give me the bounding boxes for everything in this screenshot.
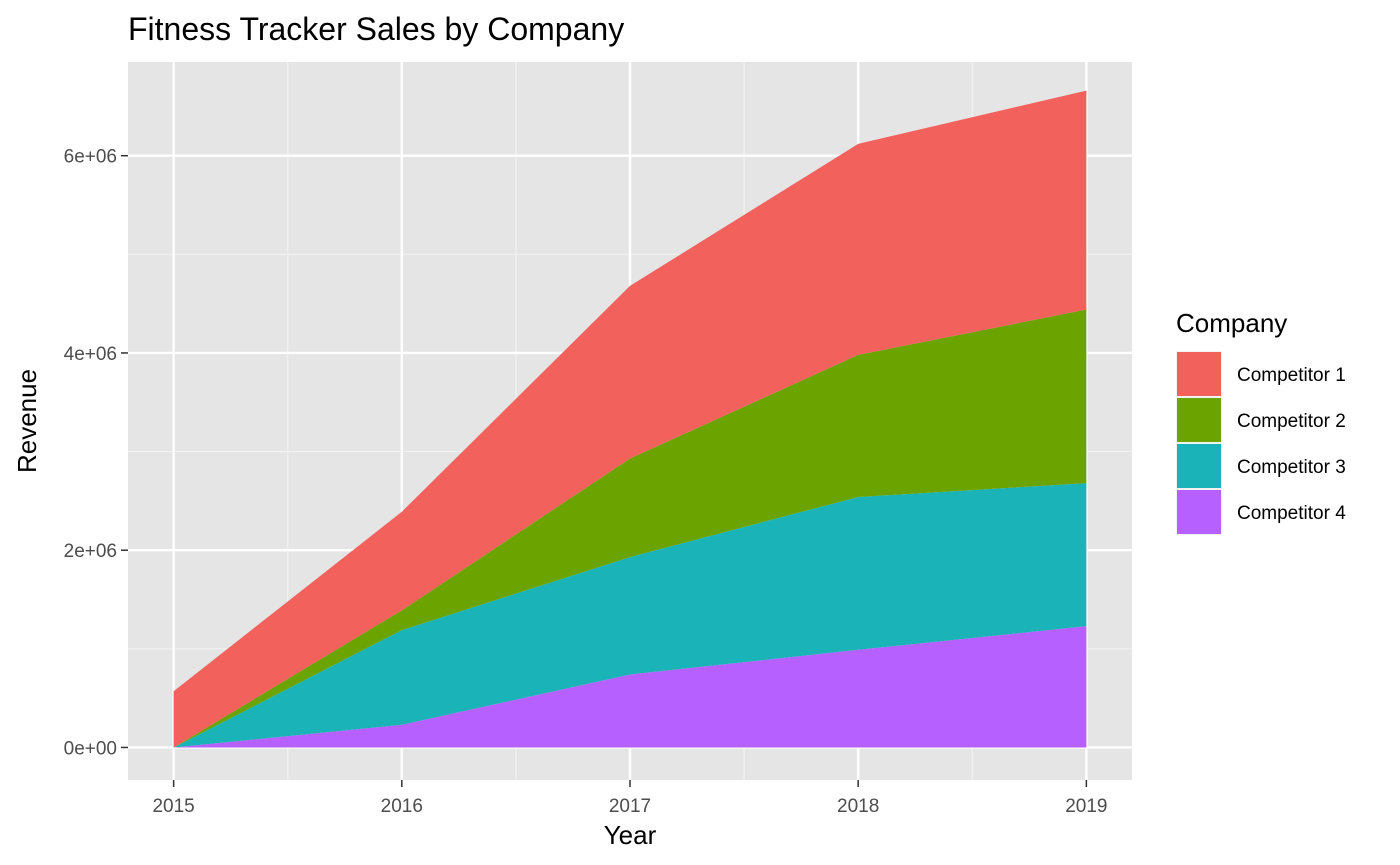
area-competitor-2 (173, 309, 1087, 748)
y-tick-label: 0e+00 (64, 738, 117, 759)
legend-swatch-competitor-1 (1177, 352, 1221, 396)
y-tick-label: 4e+06 (64, 344, 117, 365)
area-series-group (173, 90, 1087, 748)
legend-label-competitor-3: Competitor 3 (1237, 457, 1346, 478)
legend-label-competitor-2: Competitor 2 (1237, 411, 1346, 432)
x-tick-label: 2015 (152, 796, 194, 817)
y-axis-ticks: 0e+00 2e+06 4e+06 6e+06 (64, 147, 128, 759)
x-tick-label: 2016 (381, 796, 423, 817)
legend-label-competitor-1: Competitor 1 (1237, 365, 1346, 386)
x-tick-label: 2017 (609, 796, 651, 817)
x-axis-title: Year (604, 820, 657, 850)
y-tick-label: 6e+06 (64, 147, 117, 168)
x-tick-label: 2018 (837, 796, 879, 817)
chart-title: Fitness Tracker Sales by Company (128, 11, 624, 47)
x-tick-label: 2019 (1065, 796, 1107, 817)
legend-items: Competitor 1 Competitor 2 Competitor 3 Comp… (1176, 351, 1346, 535)
area-competitor-4 (173, 626, 1087, 748)
legend-swatch-competitor-2 (1177, 398, 1221, 442)
x-axis-ticks: 2015 2016 2017 2018 2019 (152, 780, 1108, 817)
y-axis-title: Revenue (12, 369, 42, 473)
legend-swatch-competitor-4 (1177, 490, 1221, 534)
area-competitor-1 (173, 90, 1087, 748)
area-competitor-3 (173, 483, 1087, 748)
legend-swatch-competitor-3 (1177, 444, 1221, 488)
y-tick-label: 2e+06 (64, 541, 117, 562)
legend-label-competitor-4: Competitor 4 (1237, 503, 1346, 524)
legend-title: Company (1176, 308, 1287, 338)
